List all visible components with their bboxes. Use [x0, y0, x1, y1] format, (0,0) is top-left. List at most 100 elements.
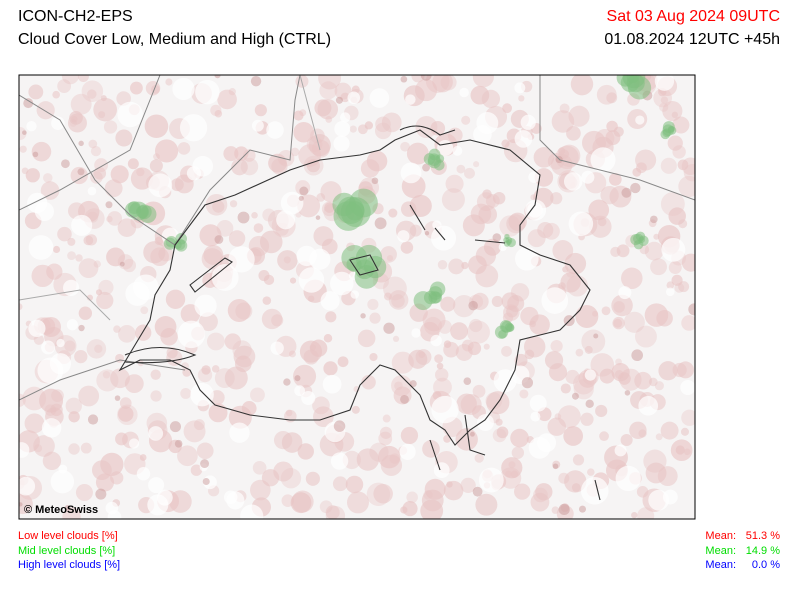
cloud-patch [468, 300, 478, 311]
cloud-patch [206, 332, 225, 351]
cloud-patch [566, 125, 581, 141]
cloud-patch [43, 173, 53, 183]
cloud-patch [369, 88, 390, 108]
cloud-patch [568, 211, 594, 237]
cloud-patch [196, 442, 214, 460]
cloud-patch [228, 246, 255, 273]
cloud-patch [440, 75, 457, 91]
cloud-patch [427, 155, 441, 169]
cloud-patch [655, 433, 663, 441]
cloud-patch [294, 385, 306, 397]
cloud-patch [493, 369, 517, 393]
cloud-patch [614, 370, 624, 379]
cloud-patch [130, 167, 154, 190]
cloud-patch [660, 157, 677, 174]
cloud-patch [476, 414, 494, 432]
cloud-patch [367, 298, 379, 311]
cloud-patch [150, 390, 162, 402]
cloud-patch [374, 122, 392, 140]
cloud-patch [139, 205, 157, 224]
cloud-patch [519, 389, 529, 399]
cloud-patch [50, 469, 75, 494]
cloud-patch [580, 476, 609, 505]
cloud-patch [52, 245, 61, 254]
cloud-patch [232, 340, 252, 360]
cloud-patch [227, 299, 251, 322]
cloud-patch [253, 223, 264, 233]
cloud-patch [681, 253, 695, 272]
cloud-patch [136, 467, 151, 481]
valid-time: Sat 03 Aug 2024 09UTC [606, 8, 780, 25]
cloud-patch [653, 88, 673, 108]
cloud-patch [392, 335, 400, 342]
legend-label: High level clouds [%] [18, 559, 121, 571]
cloud-patch [615, 358, 622, 366]
cloud-patch [306, 136, 323, 152]
cloud-patch [325, 505, 346, 519]
cloud-patch [469, 431, 475, 437]
cloud-patch [71, 214, 93, 236]
cloud-patch [290, 147, 300, 157]
cloud-patch [36, 101, 55, 120]
cloud-patch [86, 294, 94, 301]
cloud-patch [117, 218, 137, 237]
cloud-patch [319, 500, 333, 514]
cloud-patch [448, 258, 465, 275]
cloud-patch [666, 281, 675, 290]
cloud-patch [240, 504, 264, 519]
cloud-patch [319, 81, 338, 100]
cloud-patch [28, 319, 46, 337]
cloud-patch [127, 158, 139, 170]
cloud-patch [630, 182, 641, 194]
cloud-patch [333, 420, 346, 432]
cloud-patch [356, 448, 380, 471]
cloud-patch [351, 405, 360, 414]
cloud-patch [374, 217, 387, 230]
cloud-patch [472, 384, 486, 398]
cloud-patch [34, 201, 54, 222]
cloud-patch [96, 291, 114, 310]
cloud-patch [323, 334, 333, 343]
cloud-patch [618, 286, 632, 300]
cloud-patch [153, 153, 160, 161]
cloud-patch [510, 428, 529, 448]
cloud-patch [521, 377, 534, 389]
cloud-patch [75, 484, 93, 502]
cloud-patch [650, 258, 667, 276]
borders [19, 75, 695, 401]
cloud-patch [611, 294, 633, 317]
cloud-patch [528, 171, 540, 183]
cloud-patch [397, 230, 410, 243]
cloud-patch [635, 115, 645, 125]
cloud-patch [460, 477, 476, 494]
cloud-patch [195, 79, 220, 105]
cloud-patch [325, 311, 337, 323]
cloud-patch [461, 261, 469, 270]
cloud-patch [634, 371, 652, 390]
cloud-patch [24, 413, 45, 434]
cloud-patch [683, 448, 691, 456]
cloud-patch [445, 174, 464, 193]
cloud-patch [558, 472, 570, 484]
cloud-patch [332, 476, 348, 492]
cloud-patch [294, 375, 301, 382]
cloud-patch [467, 320, 490, 344]
cloud-patch [430, 120, 446, 136]
cloud-patch [325, 505, 340, 519]
cloud-patch [41, 418, 62, 438]
cloud-patch [324, 202, 335, 213]
cloud-patch [514, 130, 533, 148]
cloud-patch [345, 475, 364, 494]
cloud-patch [172, 77, 195, 101]
cloud-patch [91, 460, 112, 480]
cloud-patch [671, 274, 683, 286]
cloud-patch [315, 215, 321, 220]
cloud-patch [467, 341, 482, 356]
cloud-patch [298, 267, 325, 293]
cloud-patch [503, 304, 520, 321]
cloud-patch [485, 392, 503, 410]
cloud-patch [313, 226, 334, 247]
cloud-patch [190, 382, 214, 407]
cloud-patch [214, 368, 235, 388]
cloud-patch [461, 339, 474, 352]
